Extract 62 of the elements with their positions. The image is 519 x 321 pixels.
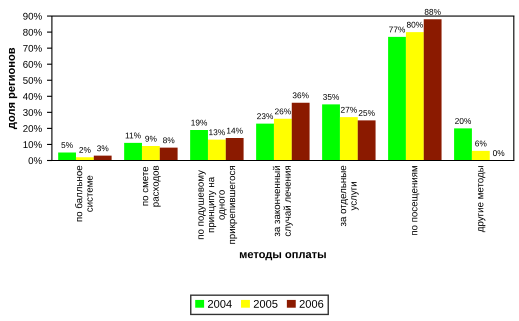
bar (124, 142, 142, 160)
text: 25% (358, 110, 375, 116)
text: 77% (389, 26, 406, 32)
bar (190, 130, 208, 160)
y-tick-label: 10% (23, 141, 42, 148)
bar (358, 120, 376, 160)
bar (340, 117, 358, 160)
legend-label: 2006 (300, 300, 324, 308)
text: 19% (191, 120, 208, 126)
text: 13% (209, 129, 225, 136)
text: 26% (274, 108, 291, 114)
bar (226, 138, 244, 160)
text: 11% (126, 132, 141, 138)
y-tick-label: 60% (23, 60, 42, 68)
y-axis-title: доля регионов (8, 48, 18, 130)
y-tick-label: 20% (23, 125, 42, 132)
y-tick-label: 70% (23, 44, 42, 52)
y-tick-label: 80% (23, 28, 42, 36)
x-tick-label: по балльное системе (75, 166, 93, 222)
bar (58, 152, 76, 160)
bar (424, 19, 442, 160)
text: 20% (455, 118, 472, 124)
y-tick-label: 90% (23, 12, 42, 20)
text: 2% (79, 146, 91, 153)
bar (454, 128, 472, 160)
text: 6% (475, 140, 487, 146)
legend-label: 2004 (208, 300, 232, 308)
bar (208, 140, 226, 160)
text: 8% (163, 137, 174, 144)
bar (94, 156, 112, 160)
bar (388, 36, 406, 160)
text: 0% (492, 150, 504, 156)
text: 88% (424, 8, 441, 15)
y-tick-label: 30% (23, 109, 42, 116)
text: 23% (257, 113, 274, 120)
text: 5% (61, 142, 73, 148)
text: 36% (292, 92, 309, 98)
y-tick-label: 40% (22, 93, 42, 100)
text: 3% (97, 145, 108, 152)
y-tick-label: 0% (28, 157, 42, 164)
x-axis-title: методы оплаты (240, 252, 326, 260)
x-tick-label: по посещениям (412, 166, 420, 236)
x-tick-label: другие методы (478, 166, 486, 232)
text: 80% (406, 22, 423, 28)
text: 9% (145, 136, 157, 142)
bar (274, 118, 292, 160)
y-tick-label: 50% (23, 76, 42, 84)
bar (256, 124, 274, 160)
x-tick-label: по подушевому принципу на одного прикрепившегося (198, 166, 238, 244)
text: 27% (340, 106, 357, 113)
x-tick-label: за законченный случай лечения (272, 166, 293, 236)
bar (292, 102, 310, 160)
bar (472, 150, 490, 160)
bar (322, 104, 340, 160)
text: 14% (226, 128, 243, 134)
bar (160, 148, 178, 160)
x-tick-label: по смете расходов (142, 166, 161, 207)
legend-label: 2005 (254, 300, 278, 308)
x-tick-label: за отдельные услуги (340, 166, 359, 226)
bar (142, 146, 160, 160)
bar (406, 32, 424, 160)
text: 35% (323, 94, 340, 100)
